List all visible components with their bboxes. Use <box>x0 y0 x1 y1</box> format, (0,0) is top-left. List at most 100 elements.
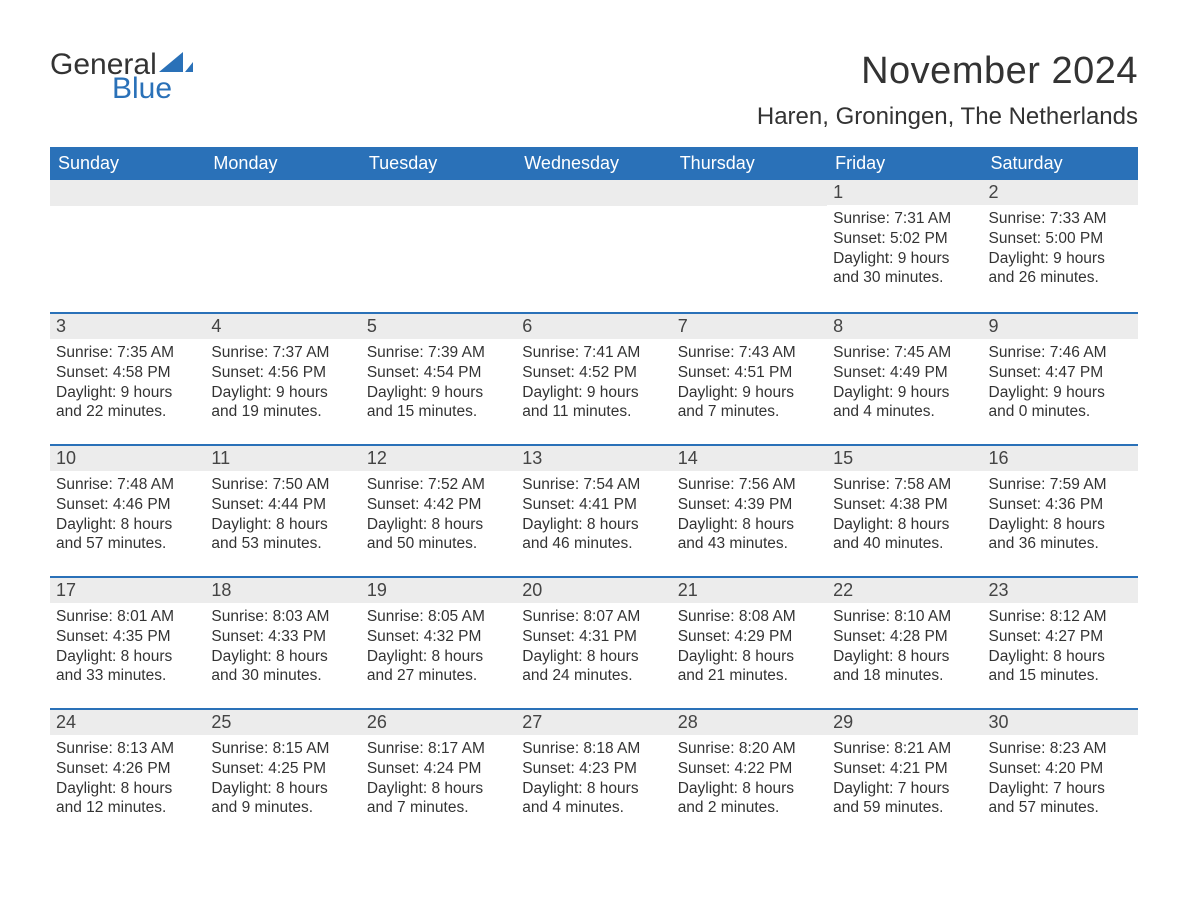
day-number: 6 <box>516 312 671 339</box>
calendar-week-row: 10Sunrise: 7:48 AMSunset: 4:46 PMDayligh… <box>50 444 1138 576</box>
sunrise-line: Sunrise: 8:13 AM <box>56 739 199 759</box>
sunset-line: Sunset: 4:21 PM <box>833 759 976 779</box>
sunset-line: Sunset: 4:49 PM <box>833 363 976 383</box>
day-number: 10 <box>50 444 205 471</box>
day-number: 19 <box>361 576 516 603</box>
calendar-day-cell <box>361 180 516 312</box>
day-details: Sunrise: 7:54 AMSunset: 4:41 PMDaylight:… <box>516 471 671 560</box>
day-number: 17 <box>50 576 205 603</box>
sunrise-line: Sunrise: 8:05 AM <box>367 607 510 627</box>
day-number: 25 <box>205 708 360 735</box>
sunset-line: Sunset: 4:44 PM <box>211 495 354 515</box>
calendar-day-cell: 28Sunrise: 8:20 AMSunset: 4:22 PMDayligh… <box>672 708 827 840</box>
page-title: November 2024 <box>757 50 1138 93</box>
sunset-line: Sunset: 4:31 PM <box>522 627 665 647</box>
sunset-line: Sunset: 4:29 PM <box>678 627 821 647</box>
day-details: Sunrise: 8:13 AMSunset: 4:26 PMDaylight:… <box>50 735 205 824</box>
title-block: November 2024 Haren, Groningen, The Neth… <box>757 50 1138 141</box>
empty-day-strip <box>516 180 671 206</box>
weekday-header-row: Sunday Monday Tuesday Wednesday Thursday… <box>50 147 1138 180</box>
day-number: 8 <box>827 312 982 339</box>
calendar-day-cell: 20Sunrise: 8:07 AMSunset: 4:31 PMDayligh… <box>516 576 671 708</box>
daylight-line: Daylight: 8 hours and 46 minutes. <box>522 515 665 555</box>
day-details: Sunrise: 7:33 AMSunset: 5:00 PMDaylight:… <box>983 205 1138 294</box>
calendar-day-cell: 13Sunrise: 7:54 AMSunset: 4:41 PMDayligh… <box>516 444 671 576</box>
calendar-day-cell: 26Sunrise: 8:17 AMSunset: 4:24 PMDayligh… <box>361 708 516 840</box>
sunset-line: Sunset: 5:02 PM <box>833 229 976 249</box>
sunrise-line: Sunrise: 8:10 AM <box>833 607 976 627</box>
calendar-day-cell: 30Sunrise: 8:23 AMSunset: 4:20 PMDayligh… <box>983 708 1138 840</box>
sunset-line: Sunset: 4:24 PM <box>367 759 510 779</box>
sunrise-line: Sunrise: 7:50 AM <box>211 475 354 495</box>
sunset-line: Sunset: 4:35 PM <box>56 627 199 647</box>
calendar-day-cell: 8Sunrise: 7:45 AMSunset: 4:49 PMDaylight… <box>827 312 982 444</box>
sunset-line: Sunset: 4:54 PM <box>367 363 510 383</box>
calendar-week-row: 17Sunrise: 8:01 AMSunset: 4:35 PMDayligh… <box>50 576 1138 708</box>
day-details: Sunrise: 8:17 AMSunset: 4:24 PMDaylight:… <box>361 735 516 824</box>
calendar-day-cell: 7Sunrise: 7:43 AMSunset: 4:51 PMDaylight… <box>672 312 827 444</box>
sunset-line: Sunset: 4:41 PM <box>522 495 665 515</box>
day-number: 15 <box>827 444 982 471</box>
calendar-day-cell <box>50 180 205 312</box>
day-details: Sunrise: 8:03 AMSunset: 4:33 PMDaylight:… <box>205 603 360 692</box>
daylight-line: Daylight: 9 hours and 4 minutes. <box>833 383 976 423</box>
sunset-line: Sunset: 4:32 PM <box>367 627 510 647</box>
day-number: 3 <box>50 312 205 339</box>
daylight-line: Daylight: 8 hours and 12 minutes. <box>56 779 199 819</box>
calendar-day-cell: 17Sunrise: 8:01 AMSunset: 4:35 PMDayligh… <box>50 576 205 708</box>
day-number: 27 <box>516 708 671 735</box>
day-details: Sunrise: 7:58 AMSunset: 4:38 PMDaylight:… <box>827 471 982 560</box>
weekday-header: Thursday <box>672 147 827 180</box>
day-number: 1 <box>827 180 982 205</box>
sunset-line: Sunset: 4:22 PM <box>678 759 821 779</box>
sunrise-line: Sunrise: 7:58 AM <box>833 475 976 495</box>
daylight-line: Daylight: 7 hours and 59 minutes. <box>833 779 976 819</box>
day-number: 9 <box>983 312 1138 339</box>
daylight-line: Daylight: 8 hours and 36 minutes. <box>989 515 1132 555</box>
sunrise-line: Sunrise: 8:12 AM <box>989 607 1132 627</box>
day-number: 4 <box>205 312 360 339</box>
day-details: Sunrise: 7:59 AMSunset: 4:36 PMDaylight:… <box>983 471 1138 560</box>
day-number: 24 <box>50 708 205 735</box>
sunrise-line: Sunrise: 8:20 AM <box>678 739 821 759</box>
calendar-day-cell: 19Sunrise: 8:05 AMSunset: 4:32 PMDayligh… <box>361 576 516 708</box>
sunset-line: Sunset: 4:36 PM <box>989 495 1132 515</box>
daylight-line: Daylight: 8 hours and 40 minutes. <box>833 515 976 555</box>
day-details: Sunrise: 7:50 AMSunset: 4:44 PMDaylight:… <box>205 471 360 560</box>
daylight-line: Daylight: 8 hours and 53 minutes. <box>211 515 354 555</box>
sunset-line: Sunset: 4:56 PM <box>211 363 354 383</box>
sunrise-line: Sunrise: 8:18 AM <box>522 739 665 759</box>
daylight-line: Daylight: 9 hours and 7 minutes. <box>678 383 821 423</box>
sunset-line: Sunset: 4:23 PM <box>522 759 665 779</box>
header: General Blue November 2024 Haren, Gronin… <box>50 50 1138 141</box>
sunset-line: Sunset: 4:51 PM <box>678 363 821 383</box>
sunset-line: Sunset: 4:25 PM <box>211 759 354 779</box>
calendar-day-cell: 24Sunrise: 8:13 AMSunset: 4:26 PMDayligh… <box>50 708 205 840</box>
calendar-day-cell: 6Sunrise: 7:41 AMSunset: 4:52 PMDaylight… <box>516 312 671 444</box>
day-number: 5 <box>361 312 516 339</box>
logo: General Blue <box>50 50 193 104</box>
daylight-line: Daylight: 8 hours and 21 minutes. <box>678 647 821 687</box>
calendar-day-cell: 15Sunrise: 7:58 AMSunset: 4:38 PMDayligh… <box>827 444 982 576</box>
sunrise-line: Sunrise: 7:31 AM <box>833 209 976 229</box>
sunrise-line: Sunrise: 8:15 AM <box>211 739 354 759</box>
day-details: Sunrise: 8:15 AMSunset: 4:25 PMDaylight:… <box>205 735 360 824</box>
calendar-day-cell: 10Sunrise: 7:48 AMSunset: 4:46 PMDayligh… <box>50 444 205 576</box>
empty-day-strip <box>361 180 516 206</box>
day-details: Sunrise: 8:08 AMSunset: 4:29 PMDaylight:… <box>672 603 827 692</box>
daylight-line: Daylight: 8 hours and 43 minutes. <box>678 515 821 555</box>
day-details: Sunrise: 8:07 AMSunset: 4:31 PMDaylight:… <box>516 603 671 692</box>
sunset-line: Sunset: 4:39 PM <box>678 495 821 515</box>
sunset-line: Sunset: 4:46 PM <box>56 495 199 515</box>
weekday-header: Monday <box>205 147 360 180</box>
day-number: 16 <box>983 444 1138 471</box>
sunrise-line: Sunrise: 8:17 AM <box>367 739 510 759</box>
sunrise-line: Sunrise: 8:21 AM <box>833 739 976 759</box>
daylight-line: Daylight: 9 hours and 0 minutes. <box>989 383 1132 423</box>
day-number: 23 <box>983 576 1138 603</box>
calendar-week-row: 1Sunrise: 7:31 AMSunset: 5:02 PMDaylight… <box>50 180 1138 312</box>
daylight-line: Daylight: 9 hours and 11 minutes. <box>522 383 665 423</box>
daylight-line: Daylight: 9 hours and 22 minutes. <box>56 383 199 423</box>
calendar-day-cell <box>516 180 671 312</box>
day-details: Sunrise: 7:31 AMSunset: 5:02 PMDaylight:… <box>827 205 982 294</box>
